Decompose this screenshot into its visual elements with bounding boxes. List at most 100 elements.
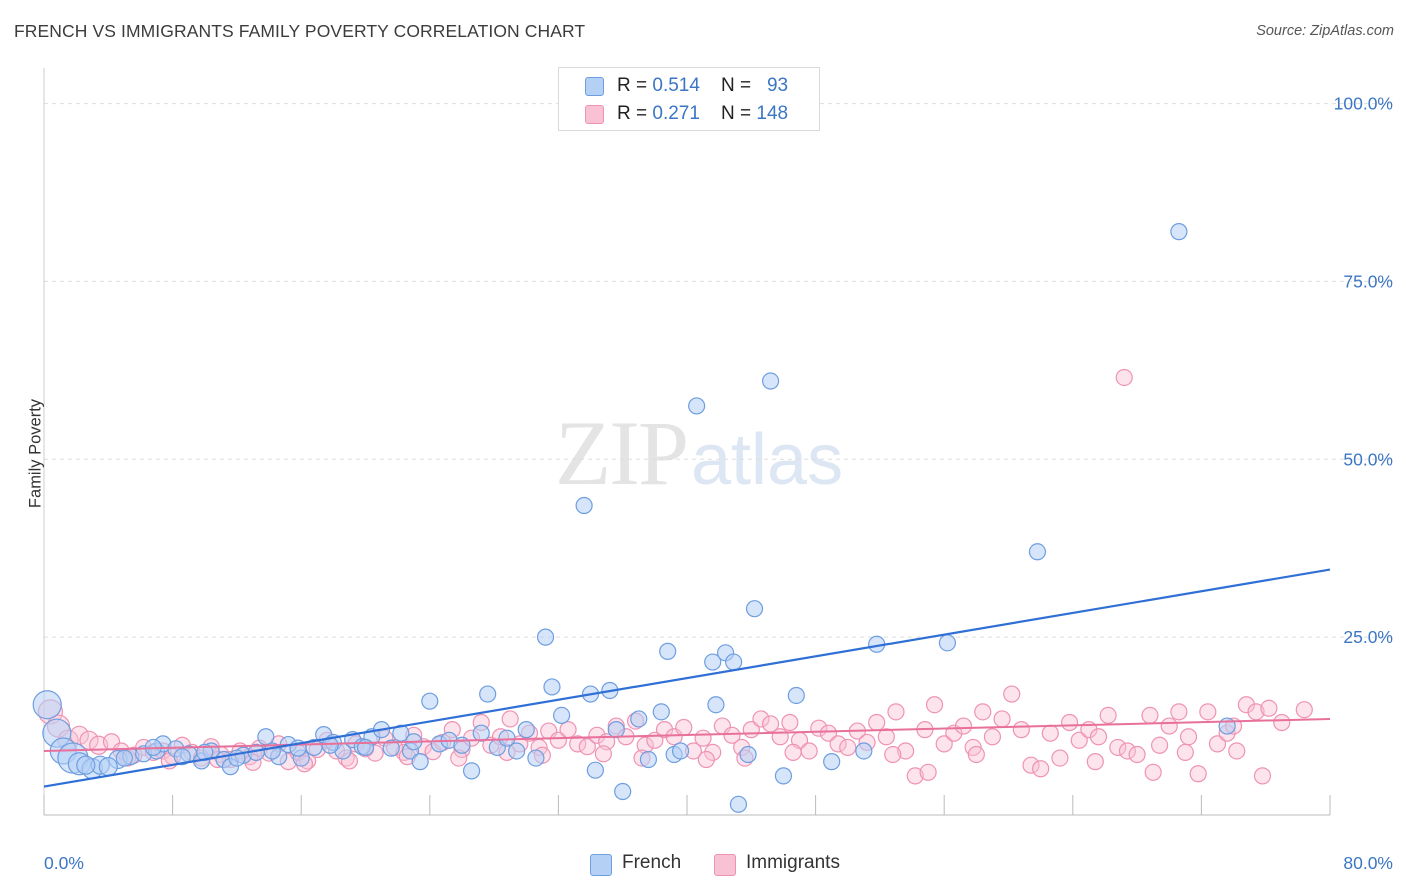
immigrants-point: [723, 726, 741, 744]
immigrants-point: [887, 703, 905, 721]
immigrants-point: [1295, 701, 1313, 719]
immigrants-point: [1060, 713, 1079, 732]
immigrants-point: [501, 710, 519, 728]
immigrants-point: [935, 735, 953, 753]
french-point: [704, 653, 722, 671]
immigrants-trend-line: [43, 717, 1331, 752]
immigrants-legend-label: Immigrants: [746, 852, 840, 873]
immigrants-point: [771, 728, 789, 746]
french-point: [725, 653, 743, 671]
french-point: [688, 397, 706, 415]
legend-r-label: R =: [617, 103, 653, 124]
immigrants-point: [1086, 753, 1104, 771]
immigrants-point: [569, 735, 587, 753]
zipatlas-watermark: ZIPatlas: [555, 400, 843, 506]
french-point: [630, 710, 648, 728]
french-point: [257, 728, 275, 746]
immigrants-point: [1253, 767, 1272, 785]
legend-immigrants-text: R = 0.271 N = 148: [617, 103, 788, 125]
immigrants-point: [1109, 738, 1127, 757]
french-point: [1028, 543, 1047, 561]
french-point: [527, 749, 545, 767]
french-point: [76, 755, 96, 775]
tick-labels: 25.0% 50.0% 75.0% 100.0% 0.0% 80.0%: [44, 94, 1393, 873]
y-axis-label: Family Poverty: [26, 398, 45, 509]
y-tick-label: 100.0%: [1334, 94, 1393, 114]
french-points: [32, 223, 1236, 813]
immigrants-point: [1189, 765, 1207, 783]
immigrants-point: [1003, 685, 1021, 703]
immigrants-point: [1260, 699, 1278, 717]
french-point: [115, 749, 133, 767]
french-point: [761, 372, 780, 390]
french-point: [607, 721, 625, 739]
x-tick-label: 0.0%: [44, 853, 84, 873]
immigrants-point: [819, 724, 838, 742]
legend-r-value: 0.271: [652, 103, 700, 124]
immigrants-point: [954, 717, 973, 735]
french-point: [173, 748, 191, 766]
immigrants-point: [784, 743, 802, 761]
french-point: [729, 795, 748, 813]
y-tick-label: 75.0%: [1343, 271, 1393, 291]
legend-french-text: R = 0.514 N = 93: [617, 75, 788, 97]
immigrants-point: [1070, 731, 1088, 749]
immigrants-point: [1099, 706, 1117, 725]
immigrants-point: [897, 742, 915, 760]
immigrants-swatch: [714, 854, 736, 876]
immigrants-point: [752, 710, 770, 728]
french-point: [543, 678, 561, 696]
french-point: [479, 685, 497, 703]
french-point: [774, 767, 793, 785]
trend-lines: [43, 568, 1331, 788]
legend-n-value: 148: [756, 103, 789, 124]
immigrants-point: [1022, 756, 1040, 774]
french-point: [671, 742, 690, 760]
axes: [43, 68, 1331, 816]
y-tick-label: 25.0%: [1343, 627, 1393, 647]
immigrants-point: [1237, 696, 1256, 714]
french-point: [938, 634, 957, 652]
french-point: [575, 496, 593, 515]
grid-lines: [44, 103, 1392, 638]
french-point: [745, 600, 764, 618]
immigrants-point: [1118, 742, 1137, 760]
immigrants-point: [877, 728, 895, 746]
french-point: [614, 782, 632, 801]
french-point: [553, 706, 571, 725]
legend-r-value: 0.514: [652, 75, 700, 96]
immigrants-point: [549, 731, 568, 749]
immigrants-point: [1012, 721, 1030, 739]
french-point: [855, 742, 873, 760]
immigrants-point: [800, 742, 818, 760]
french-point: [1170, 223, 1188, 241]
french-point: [659, 642, 677, 660]
french-trend-line: [43, 568, 1331, 788]
watermark-zip: ZIP: [555, 402, 689, 504]
french-point: [32, 690, 62, 720]
immigrants-point: [1144, 763, 1162, 781]
immigrants-point: [697, 750, 715, 769]
legend-n-label: N =: [721, 103, 757, 124]
immigrants-point: [588, 726, 606, 744]
immigrants-swatch: [585, 105, 604, 124]
immigrants-point: [1170, 703, 1188, 721]
immigrants-point: [1160, 717, 1178, 735]
french-swatch: [585, 77, 604, 96]
french-point: [421, 692, 439, 710]
chart-title: FRENCH VS IMMIGRANTS FAMILY POVERTY CORR…: [14, 21, 586, 41]
french-point: [639, 750, 658, 769]
immigrants-point: [675, 718, 693, 737]
source-label[interactable]: Source: ZipAtlas.com: [1256, 23, 1394, 39]
french-point: [508, 742, 526, 760]
y-tick-label: 50.0%: [1343, 449, 1393, 469]
french-point: [411, 753, 429, 771]
immigrants-points: [37, 368, 1313, 785]
immigrants-point: [1179, 728, 1198, 746]
french-point: [787, 686, 805, 705]
immigrants-point: [1032, 760, 1050, 778]
immigrants-point: [1176, 743, 1194, 761]
immigrants-point: [655, 721, 674, 739]
immigrants-point: [578, 738, 596, 756]
immigrants-point: [919, 763, 937, 781]
